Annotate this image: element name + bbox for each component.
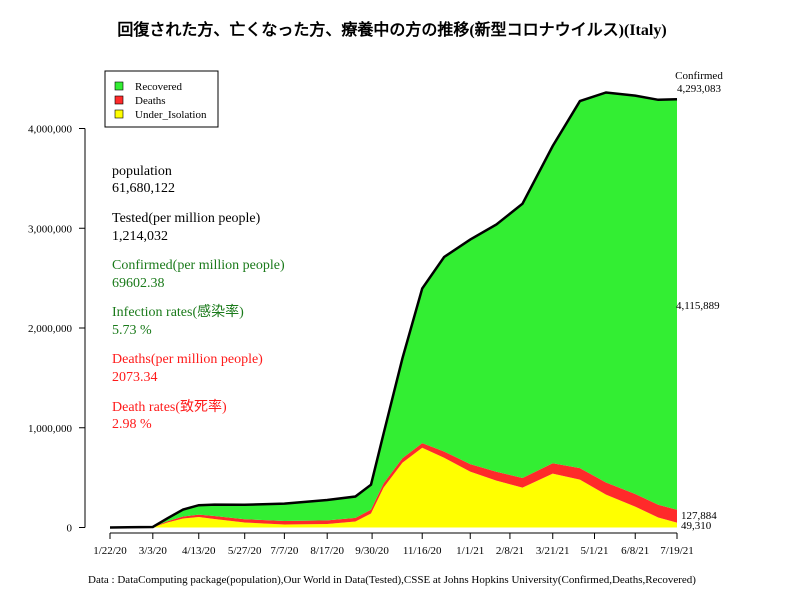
deaths-value: 127,884 [681, 510, 717, 522]
stat-population-value: 61,680,122 [112, 181, 175, 196]
x-tick-label: 1/1/21 [456, 545, 484, 557]
x-tick-label: 3/21/21 [536, 545, 570, 557]
stat-confirmed-value: 69602.38 [112, 276, 165, 291]
stats-panel: population 61,680,122 Tested(per million… [112, 164, 285, 432]
area-recovered [110, 92, 677, 528]
area-under-isolation [110, 447, 677, 528]
y-tick-label: 3,000,000 [28, 223, 73, 235]
legend-label-deaths: Deaths [135, 95, 166, 107]
area-layers [109, 91, 678, 529]
x-tick-label: 9/30/20 [355, 545, 389, 557]
recovered-value: 4,115,889 [676, 300, 720, 312]
x-tick-label: 6/8/21 [621, 545, 649, 557]
x-tick-label: 4/13/20 [182, 545, 216, 557]
legend: Recovered Deaths Under_Isolation [104, 70, 219, 128]
stat-infection-rate-label: Infection rates(感染率) [112, 303, 244, 320]
y-tick-label: 2,000,000 [28, 323, 73, 335]
stat-population-label: population [112, 164, 172, 179]
stat-infection-rate-value: 5.73 % [112, 323, 152, 338]
legend-box [104, 70, 219, 128]
x-tick-label: 5/27/20 [228, 545, 262, 557]
end-value-annotations: Confirmed 4,293,083 4,115,889 127,884 49… [675, 70, 723, 532]
stat-deaths-label: Deaths(per million people) [112, 352, 263, 367]
legend-swatch-deaths [114, 95, 124, 105]
x-tick-label: 8/17/20 [310, 545, 344, 557]
confirmed-value: 4,293,083 [677, 83, 722, 95]
x-tick-label: 7/19/21 [660, 545, 694, 557]
x-tick-label: 3/3/20 [139, 545, 168, 557]
x-tick-label: 5/1/21 [580, 545, 608, 557]
y-tick-label: 4,000,000 [28, 124, 73, 136]
x-tick-label: 11/16/20 [403, 545, 442, 557]
legend-swatch-under-isolation [114, 109, 124, 119]
confirmed-label: Confirmed [675, 70, 723, 82]
stat-deaths-value: 2073.34 [112, 370, 158, 385]
legend-label-under-isolation: Under_Isolation [135, 109, 207, 121]
y-tick-label: 1,000,000 [28, 423, 73, 435]
stat-tested-label: Tested(per million people) [112, 211, 261, 226]
x-tick-label: 1/22/20 [93, 545, 127, 557]
legend-swatch-recovered [114, 81, 124, 91]
confirmed-line [109, 91, 678, 529]
x-tick-label: 7/7/20 [270, 545, 299, 557]
stat-death-rate-value: 2.98 % [112, 417, 152, 432]
isolation-value: 49,310 [681, 520, 712, 532]
source-note: Data : DataComputing package(population)… [88, 574, 696, 586]
stat-confirmed-label: Confirmed(per million people) [112, 258, 285, 273]
legend-label-recovered: Recovered [135, 81, 183, 93]
y-tick-label: 0 [67, 523, 73, 535]
x-tick-label: 2/8/21 [496, 545, 524, 557]
stat-death-rate-label: Death rates(致死率) [112, 398, 227, 415]
chart-title: 回復された方、亡くなった方、療養中の方の推移(新型コロナウイルス)(Italy) [117, 20, 666, 39]
stat-tested-value: 1,214,032 [112, 229, 168, 244]
axes: 0 1,000,000 2,000,000 3,000,000 4,000,000 1/2… [28, 124, 694, 558]
